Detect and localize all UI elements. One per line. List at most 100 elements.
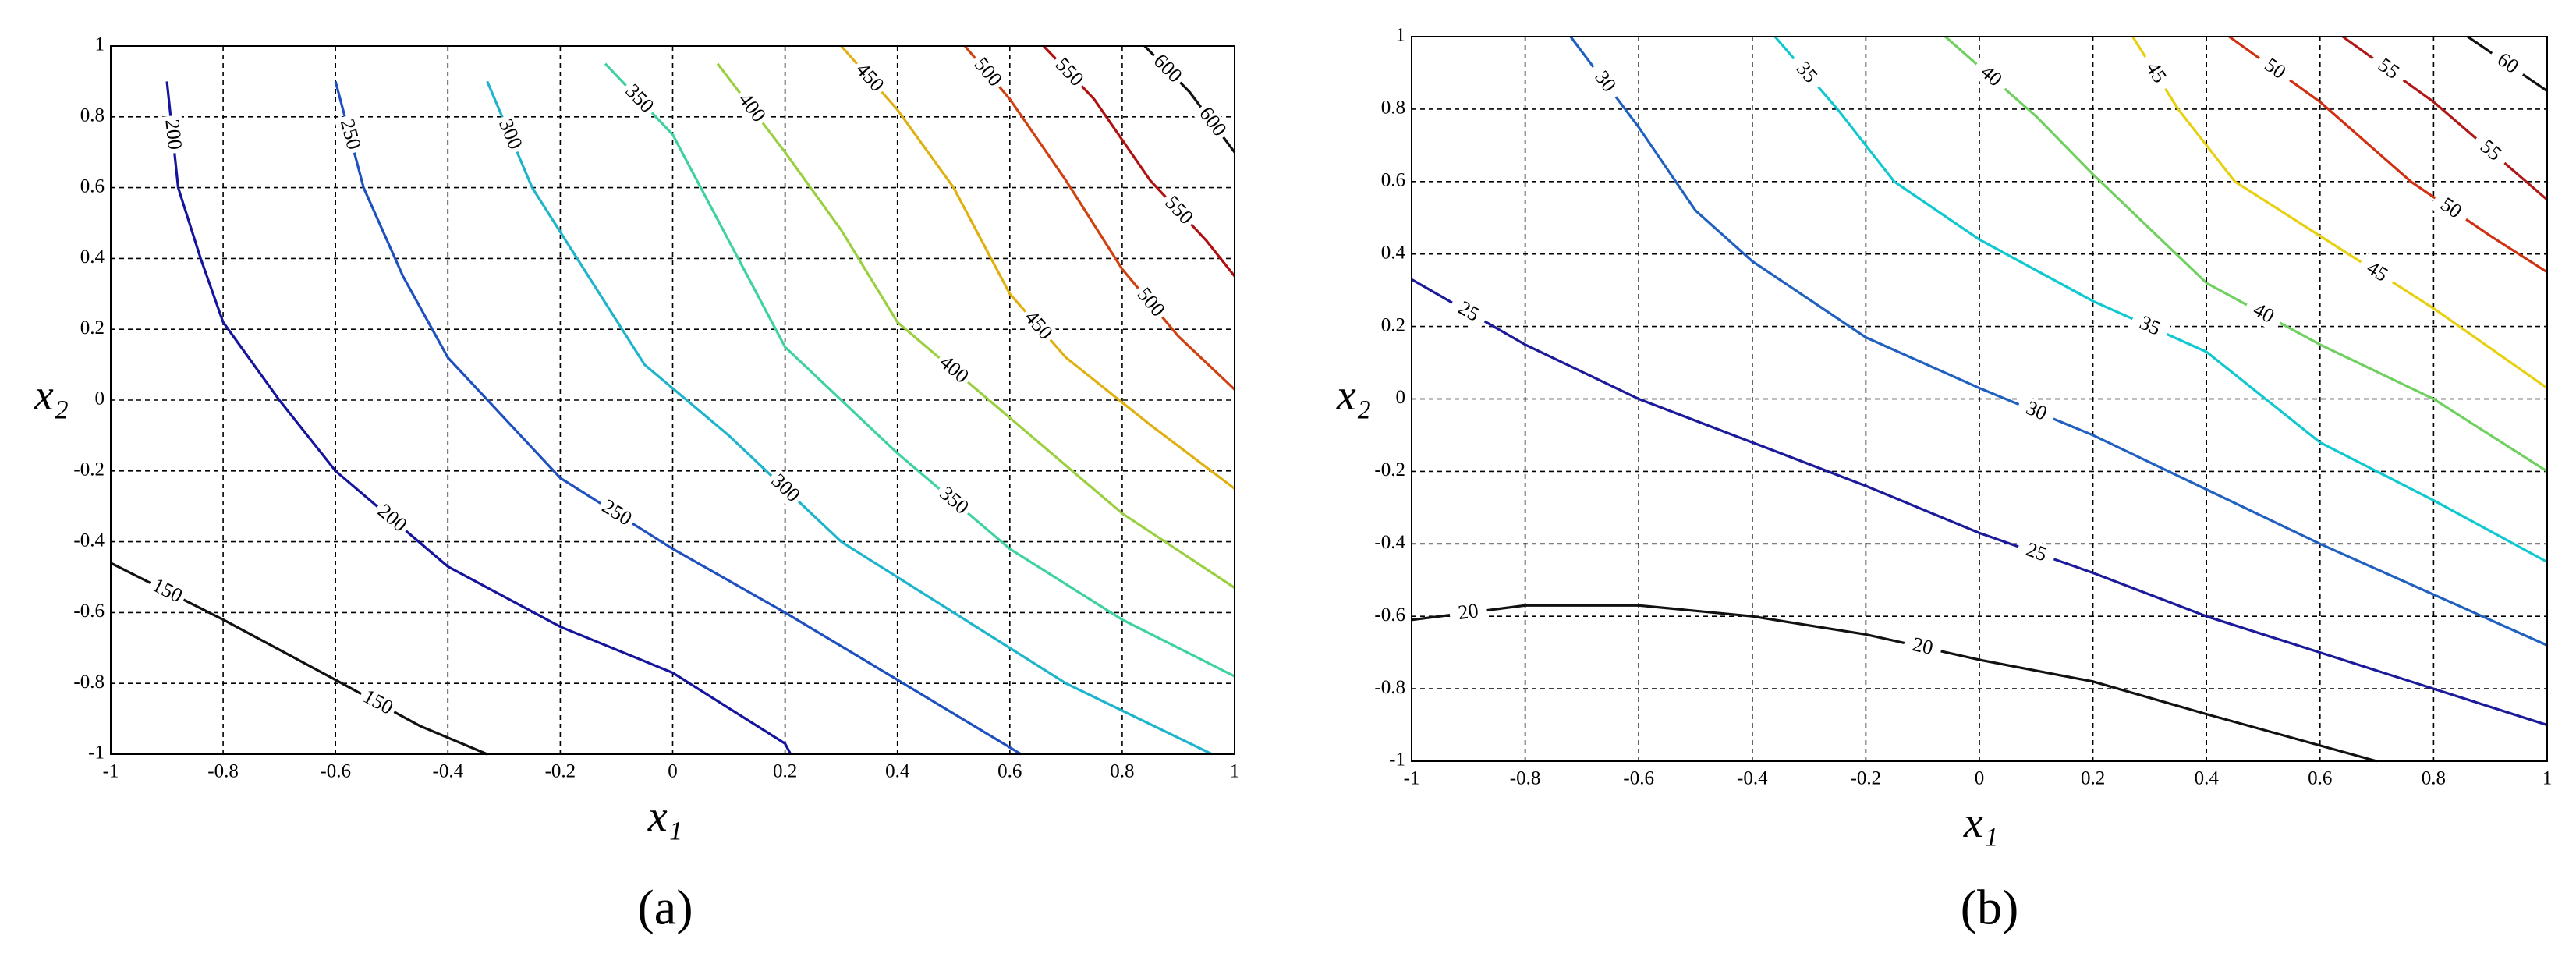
contour-line <box>1411 278 2548 727</box>
x-tick-label: -0.2 <box>1851 768 1882 789</box>
contour-line <box>2131 36 2548 389</box>
panel: -1 -0.8 -0.6 -0.4 -0.2 0 0.2 0.4 0.6 0.8 1 -1 -0.8 -0… <box>34 34 1239 935</box>
x-tick-label: 0.6 <box>997 761 1022 782</box>
y-tick-label: -0.2 <box>1374 459 1405 480</box>
contour-label-bg <box>594 494 639 533</box>
y-tick-label: 0.4 <box>1381 242 1406 263</box>
contour-label-bg <box>932 480 976 522</box>
y-tick-label: -0.4 <box>73 530 105 551</box>
contour-line <box>334 80 1022 756</box>
y-axis-label: x₂ <box>1336 371 1371 420</box>
contour-line <box>165 81 792 755</box>
y-tick-label: -0.2 <box>73 459 105 480</box>
contour-line <box>1411 604 2378 763</box>
y-tick-label: 0.8 <box>1381 97 1405 119</box>
contour-label-bg <box>731 86 772 130</box>
y-tick-label: 0.4 <box>80 246 105 268</box>
contour-label-bg <box>145 572 189 610</box>
y-tick-label: 1 <box>95 34 105 55</box>
contour-label-bg <box>2355 253 2399 292</box>
x-tick-label: -1 <box>1404 768 1420 789</box>
contour-label-bg <box>2252 49 2297 90</box>
x-tick-label: -1 <box>103 761 119 782</box>
contour-label-bg <box>966 51 1008 94</box>
panel: -1 -0.8 -0.6 -0.4 -0.2 0 0.2 0.4 0.6 0.8 1 -1 -0.8 -0… <box>1336 25 2552 935</box>
contour-label-bg <box>1146 48 1189 90</box>
contour-label-bg <box>2136 51 2175 95</box>
x-tick-label: -0.8 <box>207 761 239 782</box>
contour-label-bg <box>159 115 186 154</box>
y-tick-label: 1 <box>1396 25 1406 46</box>
contour-label-bg <box>932 349 976 391</box>
plot-frame <box>1411 36 2548 762</box>
x-tick-label: 0.2 <box>2081 768 2105 789</box>
x-tick-label: 0.2 <box>773 761 797 782</box>
y-tick-label: 0.2 <box>1381 314 1405 335</box>
contour-label-bg <box>1447 292 1490 331</box>
contour-label-bg <box>764 467 806 510</box>
contour-label-bg <box>2241 295 2285 333</box>
panel-caption: (b) <box>1961 880 2019 935</box>
x-tick-label: -0.6 <box>320 761 351 782</box>
contour-line <box>963 44 1236 391</box>
contour-label-bg <box>1901 632 1944 662</box>
x-tick-label: -0.2 <box>545 761 576 782</box>
y-tick-label: -0.4 <box>1374 532 1405 553</box>
x-tick-label: 0.8 <box>1110 761 1134 782</box>
x-tick-label: 0.4 <box>2195 768 2220 789</box>
contour-label-bg <box>1969 55 2012 97</box>
contour-label: 200 <box>161 118 186 151</box>
contour-line <box>1773 35 2548 563</box>
contour-label-bg <box>2468 130 2512 172</box>
contour-label-bg <box>2429 189 2472 229</box>
contour-label-bg <box>618 78 660 121</box>
y-tick-label: 0 <box>95 388 105 409</box>
x-tick-label: -0.4 <box>1737 768 1768 789</box>
contour-label-bg <box>1192 101 1232 144</box>
contour-label-bg <box>2486 44 2529 83</box>
contour-label-group: 20 <box>1901 632 1944 662</box>
contour-label-bg <box>1785 51 1827 94</box>
y-tick-label: -1 <box>88 742 105 764</box>
contour-label-bg <box>849 56 891 100</box>
contour-label-group: 20 <box>1448 599 1489 626</box>
plot-frame <box>110 45 1235 755</box>
contour-line <box>1944 35 2548 473</box>
x-axis-label: x₁ <box>647 792 682 841</box>
y-tick-label: -0.6 <box>73 601 105 622</box>
contour-label-bg <box>1584 60 1625 104</box>
contour-label-bg <box>1017 304 1059 347</box>
contour-label-bg <box>2014 536 2058 570</box>
x-tick-label: 0 <box>668 761 678 782</box>
x-tick-label: -0.4 <box>433 761 464 782</box>
contour-label-bg <box>2128 309 2172 345</box>
y-tick-label: -0.8 <box>1374 677 1405 698</box>
x-tick-label: -0.6 <box>1623 768 1654 789</box>
contour-label-bg <box>1047 51 1090 94</box>
contour-label-bg <box>2014 394 2058 429</box>
contour-label-bg <box>1157 190 1199 232</box>
y-tick-label: 0.8 <box>80 105 105 126</box>
y-tick-label: -0.6 <box>1374 604 1405 626</box>
y-axis-label: x₂ <box>34 371 69 420</box>
y-tick-label: -1 <box>1389 750 1405 771</box>
y-tick-label: 0.2 <box>80 317 105 338</box>
contour-label: 20 <box>1457 599 1479 624</box>
contour-line <box>1569 36 2548 647</box>
contour-label-bg <box>2366 49 2410 90</box>
contour-line <box>110 562 488 756</box>
contour-label-group: 550 <box>1047 51 1090 94</box>
contour-label-group: 200 <box>159 115 186 154</box>
contour-line <box>486 80 1213 756</box>
contour-label-bg <box>1448 599 1489 626</box>
x-tick-label: 0 <box>1975 768 1985 789</box>
contour-line <box>604 62 1235 678</box>
contour-line <box>716 62 1235 589</box>
contour-label-bg <box>370 498 413 540</box>
contour-label-group: 150 <box>356 684 400 721</box>
y-tick-label: 0.6 <box>1381 170 1405 191</box>
x-tick-label: -0.8 <box>1510 768 1541 789</box>
x-tick-label: 0.4 <box>885 761 910 782</box>
